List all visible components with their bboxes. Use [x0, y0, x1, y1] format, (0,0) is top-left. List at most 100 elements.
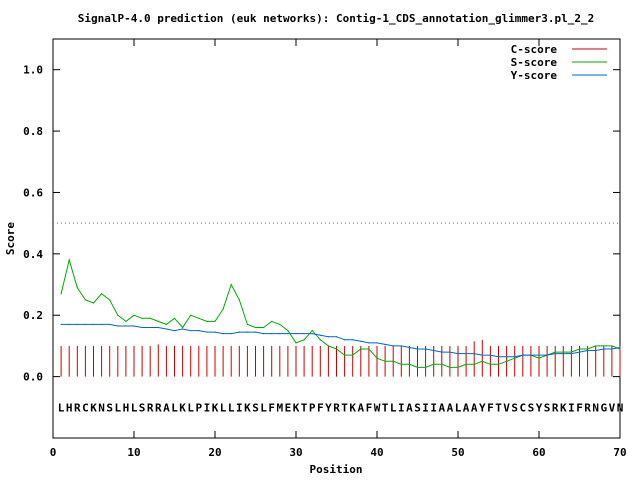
sequence-letter: T	[341, 401, 348, 414]
y-score-point	[611, 348, 613, 350]
y-score-point	[254, 331, 257, 333]
y-score-point	[506, 356, 508, 358]
y-score-point	[125, 325, 127, 327]
y-score-point	[279, 333, 281, 335]
s-score-point	[603, 345, 605, 347]
y-score-point	[84, 323, 86, 326]
sequence-letter: A	[471, 401, 478, 414]
s-score-point	[506, 360, 508, 362]
sequence-letter: K	[179, 401, 186, 414]
s-score-point	[109, 299, 111, 301]
y-tick-label: 0.6	[23, 186, 43, 199]
s-score-point	[295, 342, 297, 344]
sequence-letter: R	[584, 401, 591, 414]
s-score-point	[84, 299, 86, 301]
y-score-point	[60, 323, 62, 326]
s-score-point	[465, 363, 467, 365]
s-score-point	[327, 345, 329, 347]
sequence-letter: F	[268, 401, 275, 414]
y-tick-label: 0.0	[23, 371, 43, 384]
y-score-line	[61, 323, 621, 358]
sequence-letter: K	[212, 401, 219, 414]
s-score-point	[182, 326, 184, 329]
sequence-letter: V	[503, 401, 510, 414]
y-score-point	[538, 354, 540, 356]
y-score-series	[60, 323, 621, 358]
sequence-letter: C	[82, 401, 89, 414]
sequence-letter: M	[276, 401, 283, 414]
s-score-point	[279, 323, 281, 326]
sequence-letter: I	[430, 401, 437, 414]
s-score-point	[101, 293, 103, 295]
s-score-point	[392, 360, 394, 362]
s-score-point	[190, 314, 192, 316]
sequence-letter: G	[600, 401, 607, 414]
y-score-point	[530, 354, 532, 356]
sequence-letter: R	[147, 401, 154, 414]
y-score-point	[368, 342, 370, 344]
sequence-letter: A	[406, 401, 413, 414]
y-score-point	[546, 354, 548, 356]
sequence-letter: L	[58, 401, 65, 414]
s-score-point	[514, 357, 516, 359]
legend-label: Y-score	[511, 69, 558, 82]
legend-label: S-score	[511, 56, 558, 69]
y-score-point	[157, 326, 159, 329]
y-score-point	[101, 323, 103, 326]
s-score-point	[595, 345, 597, 347]
y-tick-label: 0.8	[23, 125, 43, 138]
sequence-letter: F	[487, 401, 494, 414]
x-axis-label: Position	[310, 463, 363, 476]
y-tick-label: 0.2	[23, 309, 43, 322]
s-score-point	[376, 357, 378, 359]
sequence-letter: R	[333, 401, 340, 414]
sequence-letter: K	[90, 401, 97, 414]
sequence-letter: I	[236, 401, 243, 414]
y-score-point	[457, 352, 459, 355]
s-score-point	[125, 320, 127, 322]
y-tick-label: 0.4	[23, 248, 43, 261]
sequence-letter: R	[155, 401, 162, 414]
sequence-letter: S	[511, 401, 518, 414]
y-score-point	[376, 342, 378, 344]
y-score-point	[165, 328, 167, 330]
s-score-point	[449, 366, 451, 369]
y-score-point	[522, 354, 524, 356]
s-score-point	[384, 360, 386, 362]
y-score-point	[141, 326, 143, 329]
s-score-point	[60, 293, 62, 295]
sequence-letter: L	[171, 401, 178, 414]
sequence-letter: P	[309, 401, 316, 414]
s-score-point	[457, 366, 459, 369]
x-tick-label: 20	[208, 446, 221, 459]
y-score-point	[238, 331, 240, 333]
sequence-letter: I	[568, 401, 575, 414]
sequence-letter: Y	[325, 401, 332, 414]
s-score-point	[481, 360, 483, 362]
s-score-point	[538, 357, 540, 359]
y-score-point	[335, 336, 338, 338]
sequence-letter: A	[357, 401, 364, 414]
sequence-letter: S	[139, 401, 146, 414]
sequence-letter: N	[592, 401, 599, 414]
sequence-letter: I	[422, 401, 429, 414]
s-score-point	[311, 329, 313, 332]
x-tick-label: 10	[127, 446, 140, 459]
x-tick-label: 40	[370, 446, 383, 459]
s-score-point	[441, 363, 443, 365]
s-score-point	[400, 363, 402, 365]
sequence-letter: S	[528, 401, 535, 414]
s-score-point	[416, 366, 419, 369]
sequence-letter: A	[447, 401, 454, 414]
sequence-letter: Y	[536, 401, 543, 414]
y-score-point	[489, 354, 491, 356]
y-score-point	[384, 343, 386, 345]
s-score-point	[149, 317, 151, 319]
sequence-letter: F	[366, 401, 373, 414]
y-score-point	[117, 325, 119, 327]
s-score-point	[287, 329, 289, 332]
y-score-point	[311, 333, 313, 335]
